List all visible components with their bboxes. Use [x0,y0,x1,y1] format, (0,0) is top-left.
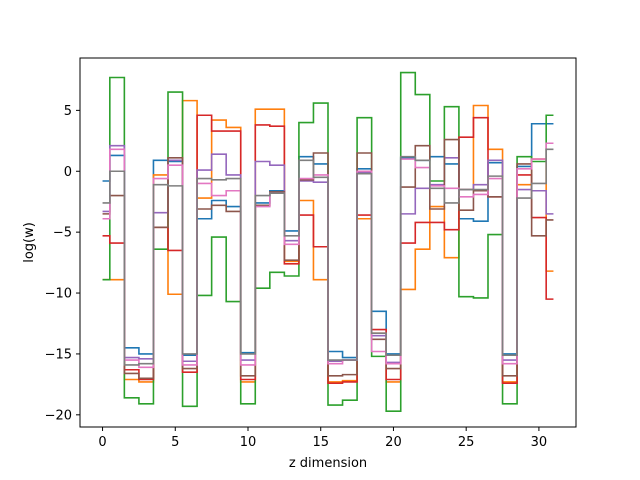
x-tick-label: 25 [458,435,475,450]
y-tick-label: −15 [45,347,72,362]
plot-frame [79,57,577,428]
y-axis-label: log(w) [22,222,37,263]
y-axis: −20 −15 −10 −5 0 5 [45,104,80,423]
y-tick-label: 5 [64,104,72,119]
y-tick-label: −10 [45,287,72,302]
x-axis-label: z dimension [289,456,367,471]
x-tick-label: 5 [171,435,179,450]
y-tick-label: 0 [64,165,72,180]
series-layer [102,71,554,412]
x-tick-label: 0 [98,435,106,450]
x-tick-label: 20 [385,435,402,450]
y-tick-label: −5 [53,226,72,241]
series-8-line [102,148,554,366]
x-tick-label: 30 [531,435,548,450]
x-axis: 0 5 10 15 20 25 30 [98,427,547,450]
x-tick-label: 15 [312,435,329,450]
x-tick-label: 10 [240,435,257,450]
y-tick-label: −20 [45,408,72,423]
